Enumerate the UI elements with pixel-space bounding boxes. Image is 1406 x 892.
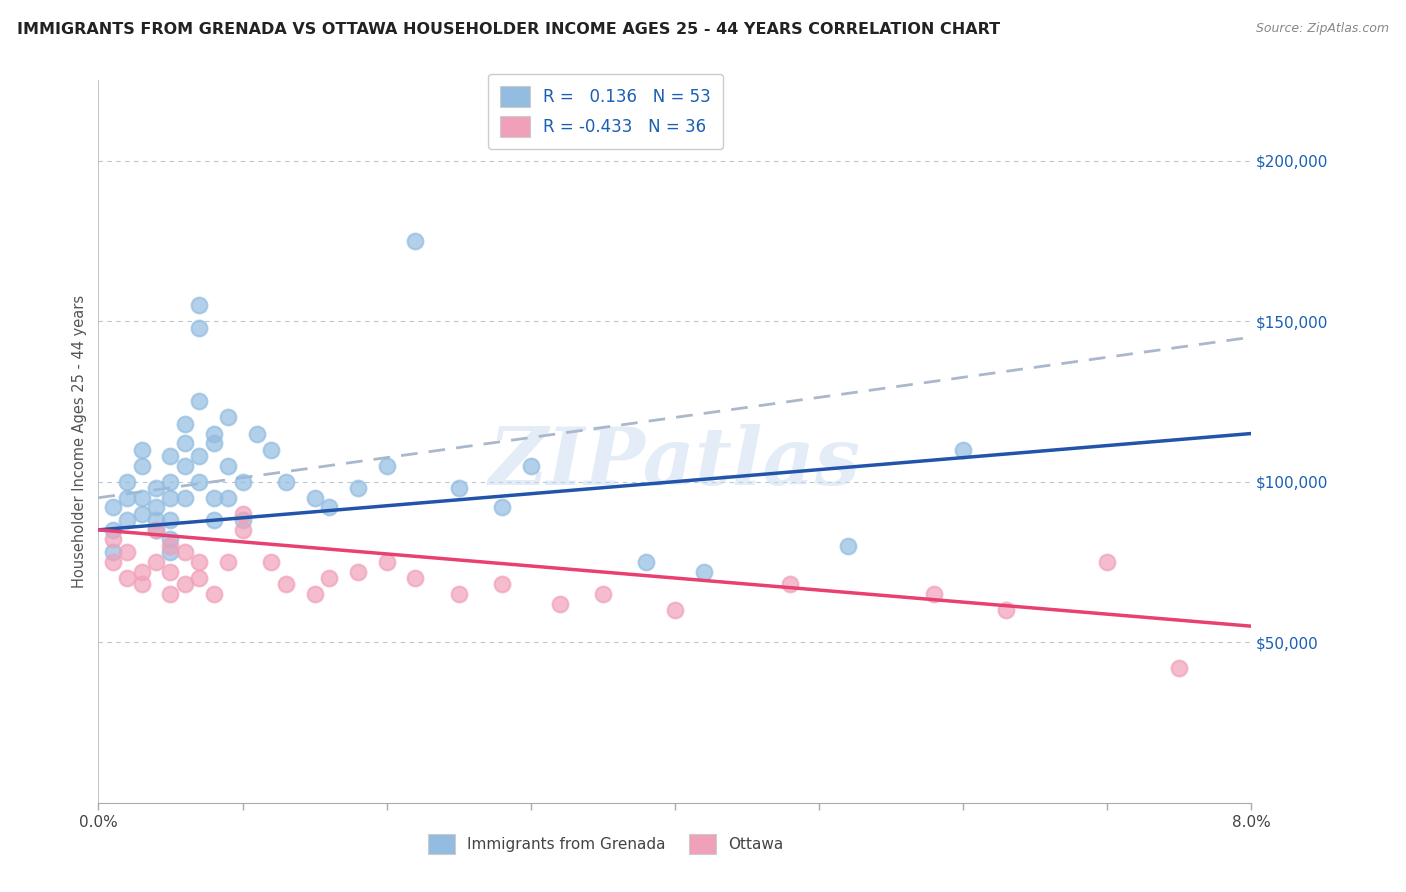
Point xyxy=(159,449,181,463)
Point xyxy=(188,394,211,409)
Point xyxy=(159,475,181,489)
Point xyxy=(274,577,297,591)
Point xyxy=(117,571,139,585)
Point xyxy=(131,491,153,505)
Point xyxy=(117,475,139,489)
Point xyxy=(145,523,167,537)
Point xyxy=(995,603,1018,617)
Point xyxy=(231,523,254,537)
Point xyxy=(117,491,139,505)
Point xyxy=(217,555,239,569)
Point xyxy=(101,523,124,537)
Point xyxy=(159,513,181,527)
Point xyxy=(188,449,211,463)
Point xyxy=(159,539,181,553)
Point xyxy=(145,555,167,569)
Text: ZIPatlas: ZIPatlas xyxy=(489,425,860,502)
Point xyxy=(664,603,686,617)
Point xyxy=(131,507,153,521)
Point xyxy=(318,571,340,585)
Point xyxy=(174,436,197,450)
Point xyxy=(131,577,153,591)
Point xyxy=(174,491,197,505)
Point xyxy=(779,577,801,591)
Point xyxy=(231,475,254,489)
Point xyxy=(101,555,124,569)
Point xyxy=(375,555,398,569)
Point xyxy=(188,298,211,312)
Point xyxy=(304,587,326,601)
Point xyxy=(159,565,181,579)
Point xyxy=(274,475,297,489)
Point xyxy=(217,458,239,473)
Point xyxy=(202,513,225,527)
Point xyxy=(145,523,167,537)
Point xyxy=(101,545,124,559)
Text: Source: ZipAtlas.com: Source: ZipAtlas.com xyxy=(1256,22,1389,36)
Point xyxy=(491,577,513,591)
Point xyxy=(188,571,211,585)
Point xyxy=(174,417,197,431)
Point xyxy=(375,458,398,473)
Point xyxy=(231,513,254,527)
Point xyxy=(491,500,513,515)
Point xyxy=(405,571,427,585)
Point xyxy=(405,234,427,248)
Point xyxy=(131,458,153,473)
Point xyxy=(636,555,658,569)
Point xyxy=(202,436,225,450)
Point xyxy=(202,426,225,441)
Point xyxy=(260,442,283,457)
Point xyxy=(548,597,571,611)
Point xyxy=(837,539,859,553)
Point xyxy=(188,475,211,489)
Point xyxy=(346,481,368,495)
Point xyxy=(159,545,181,559)
Point xyxy=(246,426,269,441)
Point xyxy=(117,545,139,559)
Point xyxy=(131,565,153,579)
Point xyxy=(1168,661,1191,675)
Point xyxy=(520,458,543,473)
Legend: Immigrants from Grenada, Ottawa: Immigrants from Grenada, Ottawa xyxy=(422,829,790,860)
Point xyxy=(217,491,239,505)
Y-axis label: Householder Income Ages 25 - 44 years: Householder Income Ages 25 - 44 years xyxy=(72,295,87,588)
Point xyxy=(188,555,211,569)
Text: IMMIGRANTS FROM GRENADA VS OTTAWA HOUSEHOLDER INCOME AGES 25 - 44 YEARS CORRELAT: IMMIGRANTS FROM GRENADA VS OTTAWA HOUSEH… xyxy=(17,22,1000,37)
Point xyxy=(188,320,211,334)
Point xyxy=(952,442,974,457)
Point xyxy=(174,458,197,473)
Point xyxy=(693,565,716,579)
Point xyxy=(924,587,946,601)
Point xyxy=(231,507,254,521)
Point xyxy=(159,533,181,547)
Point xyxy=(592,587,614,601)
Point xyxy=(174,545,197,559)
Point xyxy=(217,410,239,425)
Point xyxy=(159,491,181,505)
Point xyxy=(101,533,124,547)
Point xyxy=(174,577,197,591)
Point xyxy=(447,481,470,495)
Point xyxy=(318,500,340,515)
Point xyxy=(159,587,181,601)
Point xyxy=(447,587,470,601)
Point xyxy=(145,500,167,515)
Point xyxy=(145,513,167,527)
Point xyxy=(1097,555,1119,569)
Point xyxy=(202,587,225,601)
Point xyxy=(117,513,139,527)
Point xyxy=(304,491,326,505)
Point xyxy=(202,491,225,505)
Point xyxy=(101,500,124,515)
Point xyxy=(131,442,153,457)
Point xyxy=(260,555,283,569)
Point xyxy=(346,565,368,579)
Point xyxy=(145,481,167,495)
